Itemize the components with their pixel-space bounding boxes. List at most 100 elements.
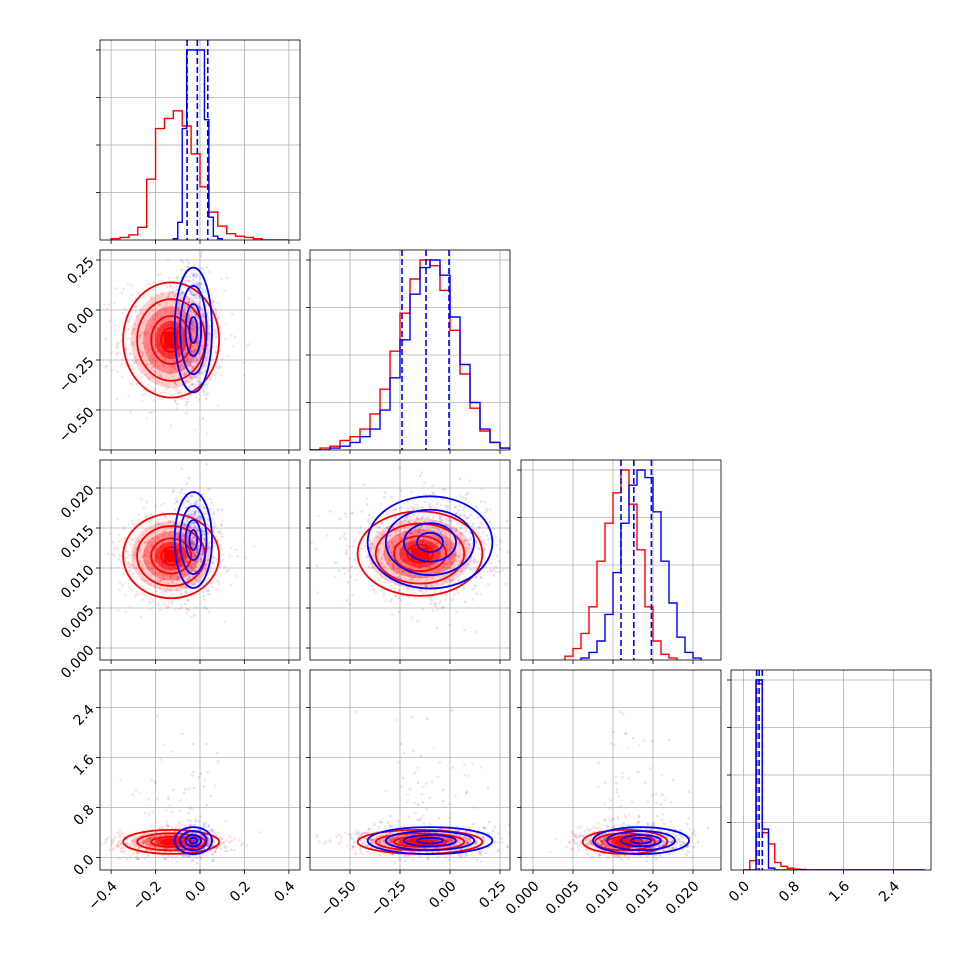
red-sample-point [199, 557, 203, 560]
red-sample-point [142, 560, 146, 563]
red-sample-point [158, 374, 161, 377]
red-sample-point [364, 544, 367, 548]
red-sample-point [104, 365, 108, 369]
red-sample-point [342, 566, 346, 570]
red-sample-point [168, 570, 172, 573]
red-sample-point [234, 548, 238, 552]
red-sample-point [149, 562, 153, 566]
red-sample-point [392, 569, 396, 572]
red-sample-point [185, 266, 189, 269]
blue-sample-point [468, 479, 472, 482]
red-sample-point [410, 578, 413, 581]
red-sample-point [206, 593, 210, 597]
red-sample-point [129, 352, 133, 356]
red-sample-point [193, 428, 197, 431]
red-sample-point [432, 746, 435, 750]
blue-sample-point [410, 575, 413, 578]
red-sample-point [131, 365, 135, 368]
red-sample-point [143, 552, 146, 555]
red-sample-point [258, 831, 261, 834]
red-sample-point [104, 837, 108, 841]
red-sample-point [93, 597, 96, 600]
blue-sample-point [191, 859, 194, 863]
blue-sample-point [189, 494, 193, 497]
red-sample-point [228, 555, 231, 558]
red-sample-point [229, 583, 232, 587]
blue-sample-point [210, 501, 214, 504]
blue-sample-point [193, 552, 196, 556]
red-sample-point [370, 515, 374, 519]
red-sample-point [131, 331, 135, 334]
blue-sample-point [192, 552, 196, 556]
blue-sample-point [194, 293, 198, 297]
red-sample-point [151, 845, 155, 848]
red-sample-point [445, 542, 449, 546]
red-sample-point [401, 506, 404, 509]
blue-sample-point [413, 575, 417, 578]
red-sample-point [180, 854, 184, 858]
red-sample-point [158, 571, 162, 575]
red-sample-point [196, 316, 199, 320]
red-sample-point [171, 299, 175, 303]
red-sample-point [148, 377, 151, 381]
red-sample-point [206, 382, 209, 386]
blue-sample-point [328, 510, 332, 513]
blue-sample-point [405, 516, 408, 519]
blue-sample-point [193, 521, 196, 525]
blue-sample-point [212, 511, 215, 515]
blue-sample-point [191, 838, 194, 842]
red-sample-point [386, 526, 390, 529]
red-sample-point [414, 597, 417, 600]
red-sample-point [190, 377, 194, 380]
blue-sample-point [177, 302, 181, 306]
blue-sample-point [439, 521, 443, 525]
red-sample-point [175, 860, 179, 864]
red-sample-point [197, 580, 201, 583]
red-sample-point [152, 571, 155, 575]
blue-sample-point [211, 859, 214, 862]
red-sample-point [169, 306, 173, 310]
blue-sample-point [173, 294, 176, 297]
red-sample-point [150, 835, 154, 839]
blue-sample-point [207, 589, 211, 592]
blue-sample-point [391, 545, 395, 549]
red-sample-point [378, 558, 382, 562]
blue-sample-point [183, 524, 187, 527]
blue-sample-point [195, 376, 199, 380]
red-sample-point [198, 352, 201, 355]
red-sample-point [108, 319, 111, 322]
blue-sample-point [194, 554, 197, 558]
blue-contour [179, 284, 208, 376]
red-sample-point [224, 337, 227, 341]
blue-sample-point [192, 543, 196, 546]
blue-sample-point [517, 554, 520, 557]
red-sample-point [116, 844, 119, 848]
blue-sample-point [175, 533, 178, 536]
red-sample-point [145, 848, 148, 852]
red-sample-point [140, 565, 144, 568]
panel-frame [309, 249, 511, 451]
red-sample-point [464, 528, 468, 532]
red-sample-point [172, 520, 175, 524]
blue-sample-point [195, 502, 198, 506]
red-sample-point [419, 819, 422, 822]
red-sample-point [134, 361, 138, 364]
blue-sample-point [358, 531, 361, 534]
red-sample-point [384, 599, 387, 602]
red-sample-point [150, 518, 153, 522]
red-sample-point [140, 331, 144, 334]
red-sample-point [213, 522, 216, 526]
red-sample-point [437, 571, 440, 574]
red-sample-point [213, 544, 217, 547]
red-sample-point [146, 854, 150, 858]
red-sample-point [377, 526, 381, 529]
red-sample-point [177, 305, 181, 309]
red-sample-point [184, 516, 187, 520]
blue-sample-point [168, 290, 171, 294]
blue-sample-point [391, 568, 394, 571]
red-sample-point [169, 530, 173, 534]
red-sample-point [197, 376, 200, 379]
red-sample-point [159, 578, 163, 582]
red-sample-point [441, 547, 444, 551]
blue-sample-point [198, 351, 201, 354]
